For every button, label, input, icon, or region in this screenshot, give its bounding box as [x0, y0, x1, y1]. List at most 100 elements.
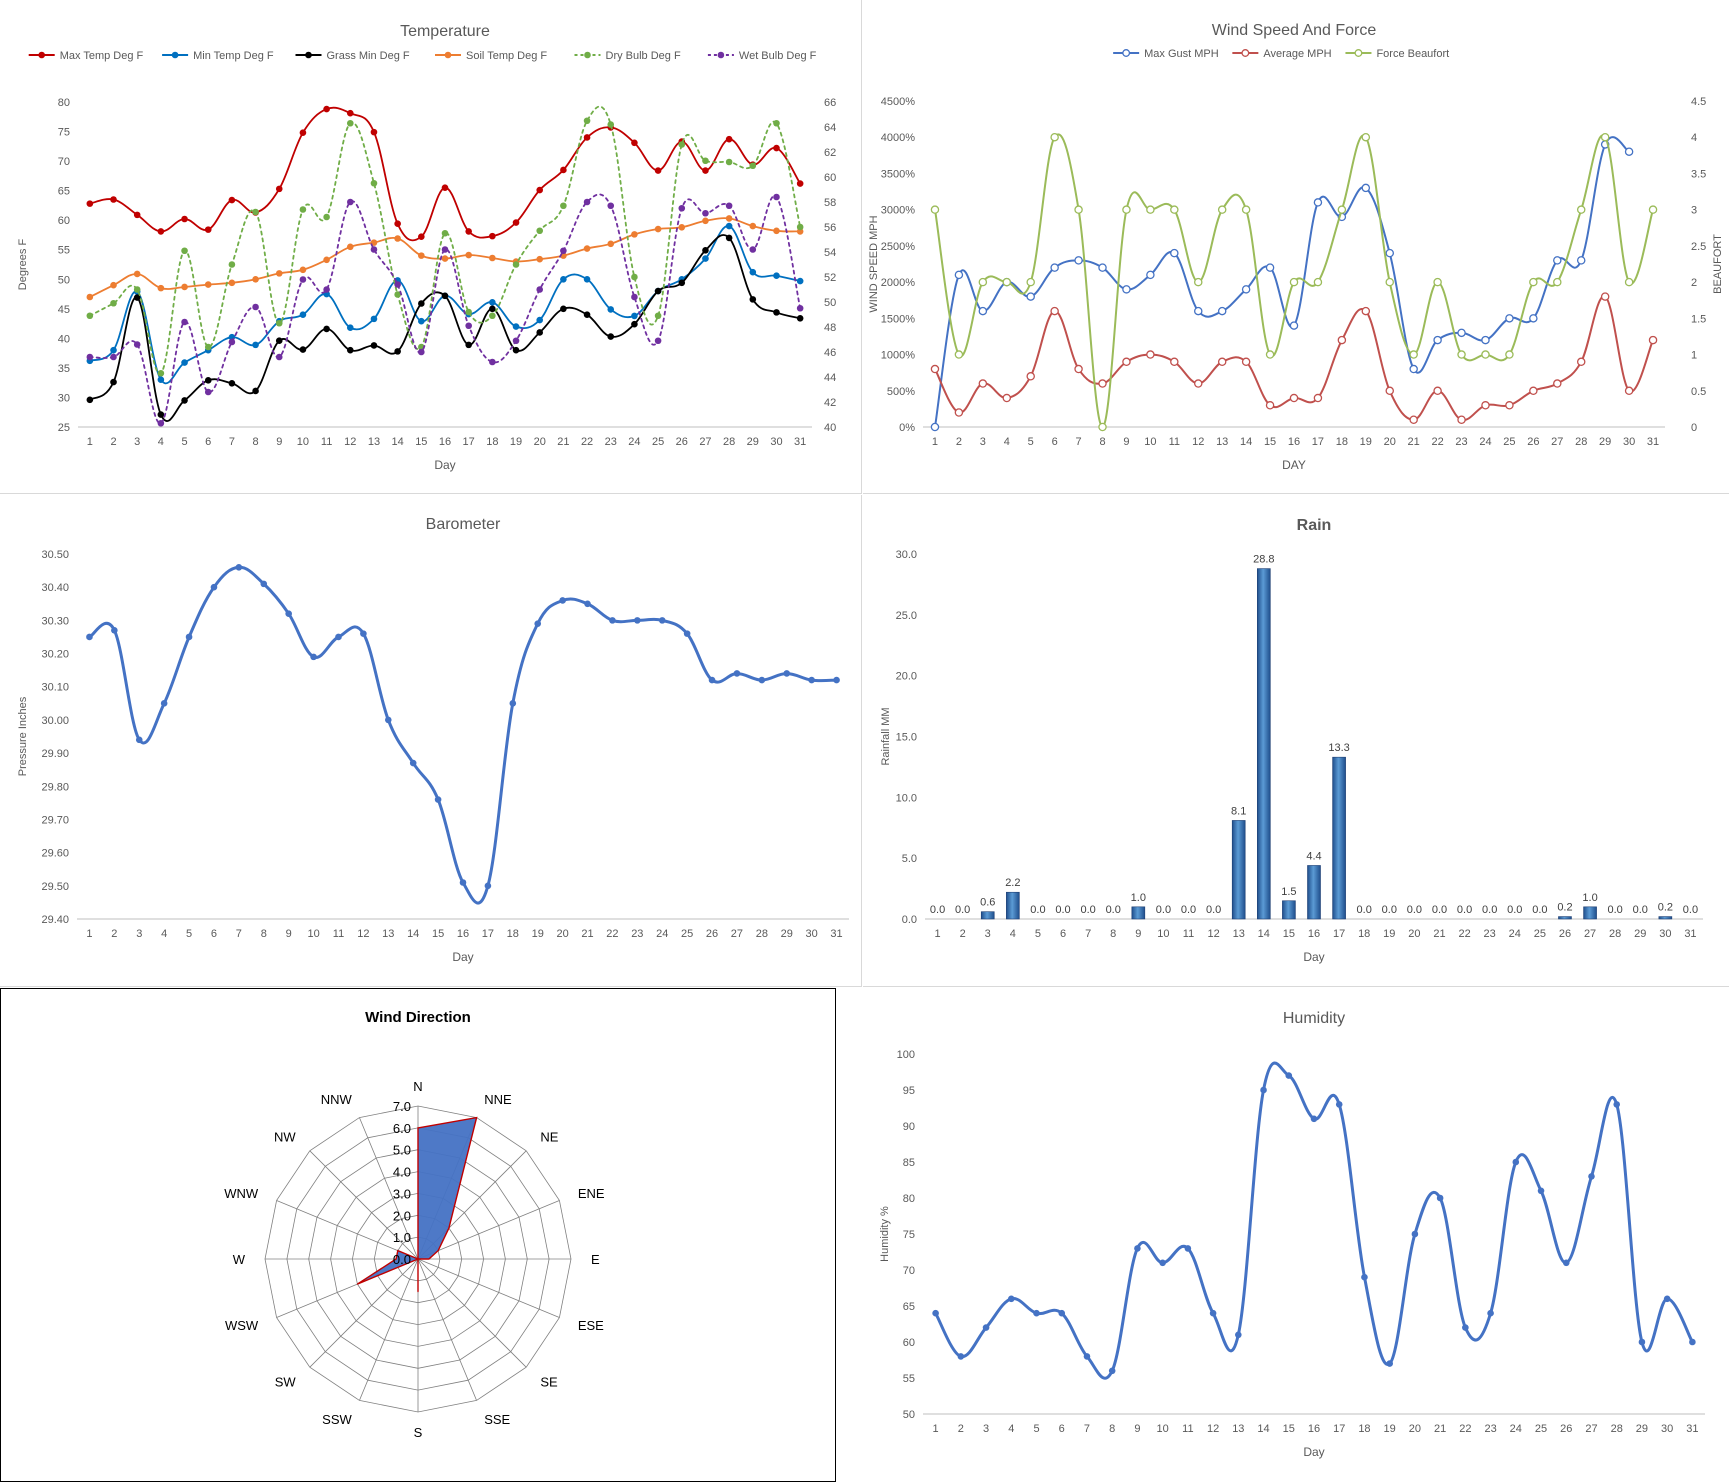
x-tick-label: 18 — [507, 928, 519, 940]
data-point — [1170, 357, 1179, 367]
x-tick-label: 20 — [1384, 436, 1396, 448]
data-point — [509, 700, 517, 707]
data-point — [157, 419, 165, 427]
y2-tick-label: 1.5 — [1691, 313, 1706, 325]
x-tick-label: 5 — [1035, 928, 1041, 940]
data-point — [1098, 422, 1107, 432]
data-point — [808, 676, 815, 684]
data-point — [1385, 386, 1394, 396]
radar-spoke — [417, 1258, 527, 1368]
data-point — [1002, 393, 1012, 403]
y-tick-label: 55 — [58, 245, 70, 257]
data-point — [1159, 1259, 1166, 1267]
chart-title: Rain — [1297, 517, 1332, 534]
data-point — [465, 322, 472, 330]
legend-entry: Average MPH — [1232, 48, 1332, 60]
data-point — [654, 312, 662, 320]
y-tick-label: 29.70 — [41, 814, 69, 826]
data-point — [110, 299, 117, 307]
y-tick-label: 25.0 — [896, 610, 917, 622]
legend-label: Grass Min Deg F — [327, 50, 410, 62]
data-point — [1122, 285, 1131, 294]
data-point — [658, 617, 666, 624]
data-point — [954, 408, 964, 417]
y-tick-label: 65 — [58, 186, 70, 198]
data-point — [133, 294, 141, 301]
rain-bar — [1282, 900, 1296, 920]
x-tick-label: 4 — [1008, 1423, 1014, 1435]
y-tick-label: 30 — [58, 392, 70, 404]
data-point — [678, 279, 686, 287]
direction-label: ENE — [578, 1186, 605, 1201]
data-point — [1648, 205, 1658, 214]
x-tick-label: 31 — [1686, 1423, 1698, 1435]
data-point — [1529, 277, 1538, 287]
data-point — [1217, 357, 1227, 367]
barometer-chart-panel: Barometer 29.40 29.50 29.60 29.70 29.80 29.90 3… — [0, 495, 862, 987]
barometer-chart: Barometer 29.40 29.50 29.60 29.70 29.80 29.90 3… — [17, 516, 849, 964]
data-point — [157, 411, 165, 418]
x-tick-label: 3 — [134, 436, 140, 448]
y-tick-label: 65 — [903, 1301, 915, 1313]
data-point — [1265, 401, 1275, 410]
data-point — [1313, 393, 1323, 403]
x-tick-label: 28 — [1575, 436, 1587, 448]
data-point — [484, 882, 492, 890]
x-tick-label: 27 — [1585, 1423, 1597, 1435]
data-point — [1529, 314, 1538, 323]
data-point — [204, 343, 212, 351]
data-point — [631, 139, 638, 147]
data-point — [654, 167, 662, 174]
data-point — [418, 300, 425, 307]
bar-data-label: 0.0 — [1106, 904, 1121, 916]
data-point — [489, 305, 496, 313]
bar-data-label: 0.0 — [1633, 904, 1648, 916]
bar-data-label: 0.0 — [1407, 904, 1422, 916]
data-point — [409, 759, 417, 767]
data-point — [536, 316, 544, 324]
x-tick-label: 26 — [706, 928, 718, 940]
y-tick-label: 30.30 — [41, 615, 69, 627]
bar-data-label: 4.4 — [1306, 850, 1321, 862]
data-point — [583, 117, 591, 125]
x-tick-label: 9 — [1135, 928, 1141, 940]
data-point — [1209, 1309, 1217, 1317]
data-point — [654, 287, 662, 295]
x-tick-label: 8 — [1109, 1423, 1115, 1435]
x-tick-label: 24 — [1509, 928, 1521, 940]
bar-data-label: 0.0 — [1156, 904, 1171, 916]
data-point — [1361, 183, 1371, 193]
x-tick-label: 11 — [321, 436, 332, 448]
y2-tick-label: 52 — [824, 272, 836, 284]
x-tick-label: 5 — [1028, 436, 1034, 448]
x-tick-label: 14 — [1258, 928, 1270, 940]
x-tick-label: 23 — [1455, 436, 1467, 448]
y-tick-label: 70 — [58, 156, 70, 168]
legend-entry: Grass Min Deg F — [295, 50, 410, 62]
x-tick-label: 31 — [1647, 436, 1659, 448]
y-tick-label: 3000% — [881, 205, 915, 217]
radar-data-point — [417, 1258, 419, 1260]
data-point — [110, 378, 117, 386]
data-point — [1576, 357, 1586, 367]
x-tick-label: 31 — [830, 928, 842, 940]
x-tick-label: 10 — [1144, 436, 1156, 448]
data-point — [1624, 277, 1634, 287]
data-point — [1648, 335, 1658, 345]
data-point — [346, 109, 354, 117]
x-tick-label: 1 — [86, 928, 92, 940]
x-tick-label: 30 — [1623, 436, 1635, 448]
data-point — [346, 243, 354, 251]
x-tick-label: 25 — [1534, 928, 1546, 940]
bar-data-label: 0.0 — [1608, 904, 1623, 916]
data-point — [370, 128, 378, 136]
legend-swatch-marker — [1241, 49, 1250, 57]
legend-label: Dry Bulb Deg F — [606, 50, 681, 62]
legend-swatch-marker — [171, 51, 179, 59]
x-tick-label: 13 — [1233, 928, 1245, 940]
y-tick-label: 4000% — [881, 132, 915, 144]
legend-label: Min Temp Deg F — [193, 50, 274, 62]
rain-bar — [1583, 906, 1597, 920]
data-point — [394, 220, 401, 228]
y-tick-label: 10.0 — [896, 792, 917, 804]
